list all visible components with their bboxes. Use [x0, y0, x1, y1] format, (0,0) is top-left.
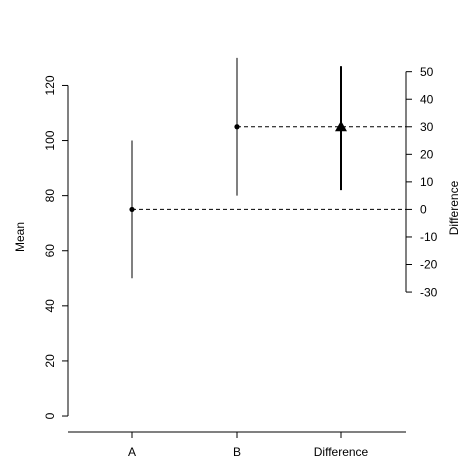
x-tick-label: A [128, 445, 136, 459]
right-tick-label: 30 [420, 120, 434, 134]
left-tick-label: 0 [43, 412, 57, 419]
left-tick-label: 100 [43, 130, 57, 150]
x-tick-label: Difference [314, 445, 369, 459]
right-tick-label: 40 [420, 92, 434, 106]
axes-group: 0 20 40 60 80 100 120 A B Difference -30 -20 -10 0 10 2… [43, 65, 437, 459]
right-tick-label: 0 [420, 203, 427, 217]
left-tick-label: 60 [43, 244, 57, 258]
left-tick-label: 40 [43, 299, 57, 313]
right-tick-label: 20 [420, 148, 434, 162]
left-tick-label: 120 [43, 75, 57, 95]
right-tick-label: 10 [420, 175, 434, 189]
left-tick-label: 20 [43, 354, 57, 368]
mean-point [234, 124, 240, 130]
x-tick-label: B [233, 445, 241, 459]
right-tick-label: -20 [420, 258, 438, 272]
difference-point [335, 120, 347, 132]
right-tick-label: -10 [420, 230, 438, 244]
y-axis-label-right: Difference [447, 180, 461, 235]
right-tick-label: 50 [420, 65, 434, 79]
left-tick-label: 80 [43, 189, 57, 203]
y-axis-label-left: Mean [13, 222, 27, 252]
reference-lines [132, 126, 406, 210]
right-tick-label: -30 [420, 285, 438, 299]
mean-point [129, 206, 135, 213]
data-marks [129, 57, 347, 279]
